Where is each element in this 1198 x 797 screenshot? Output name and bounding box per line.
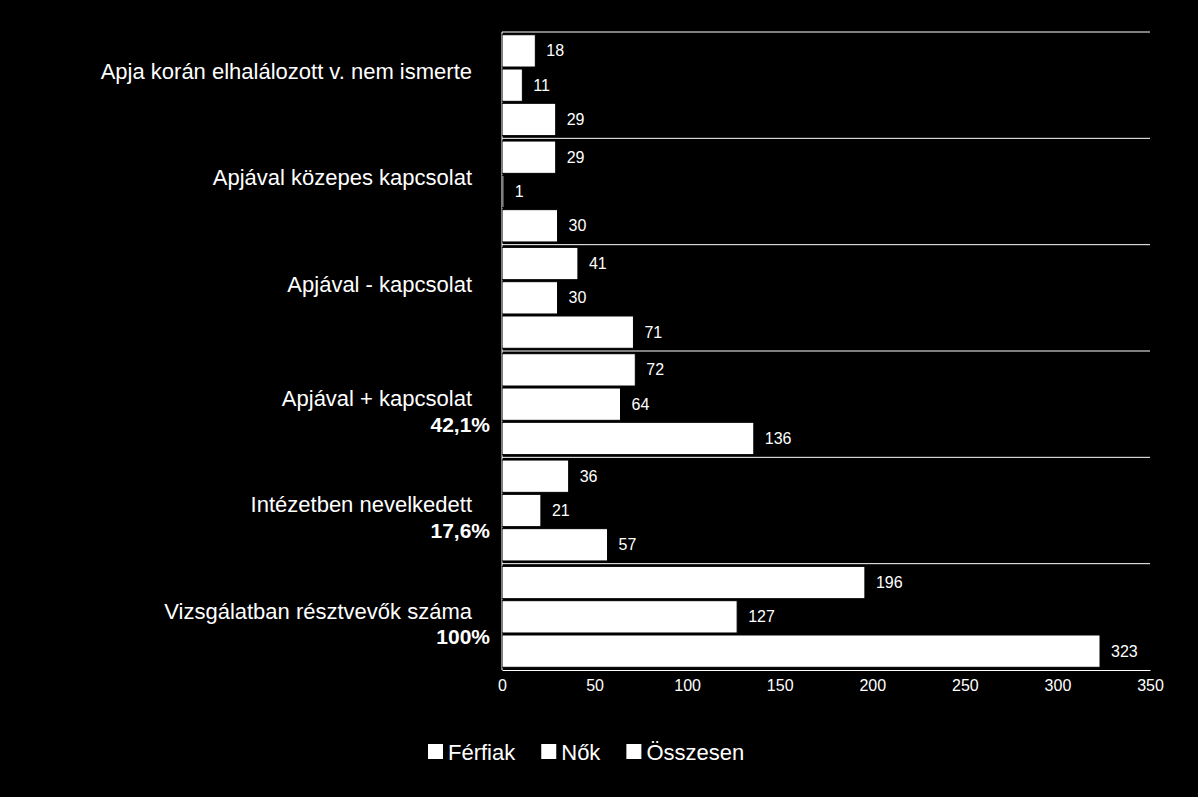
data-label: 30 [569, 217, 587, 234]
legend-label: Nők [561, 740, 601, 765]
data-label: 29 [567, 149, 585, 166]
data-labels: 182941723619611130642112729307113657323 [515, 42, 1138, 659]
data-label: 72 [646, 361, 664, 378]
data-label: 18 [546, 42, 564, 59]
bar [502, 494, 541, 526]
bar [502, 529, 608, 561]
data-label: 323 [1111, 643, 1138, 660]
category-label: Apjával + kapcsolat [282, 386, 472, 411]
bar [502, 388, 620, 420]
data-label: 71 [644, 324, 662, 341]
tick-label: 150 [767, 677, 794, 694]
category-note: 42,1% [430, 413, 490, 436]
tick: 300 [1045, 670, 1072, 694]
tick: 250 [952, 670, 979, 694]
bar [502, 175, 504, 207]
tick-label: 50 [586, 677, 604, 694]
data-label: 29 [567, 111, 585, 128]
tick: 100 [674, 670, 701, 694]
data-label: 1 [515, 183, 524, 200]
bar [502, 635, 1100, 667]
bar [502, 422, 754, 454]
legend-swatch [541, 744, 556, 759]
separator [502, 32, 1150, 33]
category-label: Vizsgálatban résztvevők száma [164, 599, 473, 624]
tick: 0 [498, 670, 507, 694]
category-note: 100% [436, 625, 490, 648]
legend-swatch [626, 744, 641, 759]
separator [502, 457, 1150, 458]
separator [502, 138, 1150, 139]
legend-label: Összesen [646, 740, 744, 765]
data-label: 41 [589, 255, 607, 272]
bar [502, 247, 578, 279]
category-labels: Apja korán elhalálozott v. nem ismerte Ap… [101, 59, 491, 648]
category-label: Intézetben nevelkedett [251, 492, 472, 517]
tick-label: 0 [498, 677, 507, 694]
data-label: 127 [748, 608, 775, 625]
separator [502, 563, 1150, 564]
bar [502, 35, 535, 67]
tick-label: 100 [674, 677, 701, 694]
bar [502, 460, 569, 492]
tick-label: 200 [859, 677, 886, 694]
legend-swatch [428, 744, 443, 759]
data-label: 136 [765, 430, 792, 447]
bar [502, 566, 865, 598]
data-label: 196 [876, 574, 903, 591]
data-label: 57 [619, 536, 637, 553]
separator [502, 244, 1150, 245]
legend-label: Férfiak [448, 740, 516, 765]
category-label: Apjával - kapcsolat [287, 272, 472, 297]
data-label: 30 [569, 289, 587, 306]
category-label: Apja korán elhalálozott v. nem ismerte [101, 59, 472, 84]
chart: 182941723619611130642112729307113657323A… [0, 0, 1198, 797]
data-label: 11 [533, 77, 550, 94]
tick-label: 250 [952, 677, 979, 694]
bar [502, 354, 635, 386]
x-axis: 0 50 100 150 200 250 300 350 [498, 670, 1164, 694]
bar [502, 282, 558, 314]
tick: 150 [767, 670, 794, 694]
axis-line [503, 670, 1151, 671]
separator [502, 351, 1150, 352]
bars [502, 35, 1100, 668]
tick: 350 [1137, 670, 1164, 694]
data-label: 21 [552, 502, 570, 519]
data-label: 36 [580, 468, 598, 485]
bar [502, 210, 558, 242]
category-note: 17,6% [430, 519, 490, 542]
bar [502, 316, 633, 348]
data-label: 64 [631, 396, 649, 413]
bar [502, 601, 737, 633]
tick: 200 [859, 670, 886, 694]
bar [502, 141, 556, 173]
tick: 50 [586, 670, 604, 694]
separators [502, 32, 1150, 670]
bar [502, 103, 556, 135]
tick-label: 300 [1045, 677, 1072, 694]
legend: Férfiak Nők Összesen [428, 740, 744, 765]
tick-label: 350 [1137, 677, 1164, 694]
category-label: Apjával közepes kapcsolat [213, 165, 472, 190]
bar [502, 69, 522, 101]
